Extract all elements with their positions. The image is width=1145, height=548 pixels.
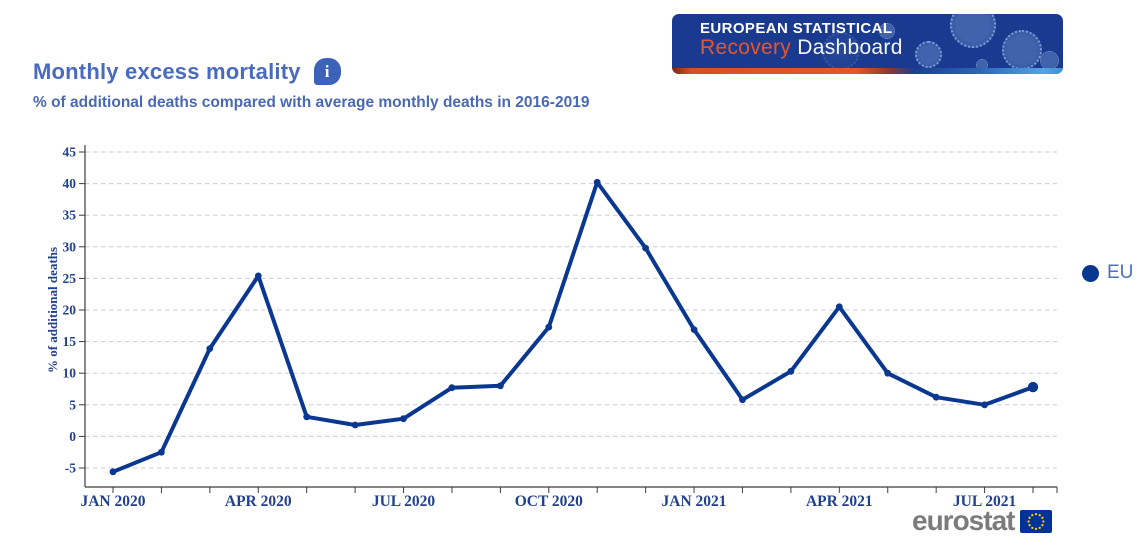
- x-tick-label: APR 2020: [225, 493, 292, 510]
- y-axis-title: % of additional deaths: [45, 247, 60, 373]
- info-icon[interactable]: i: [313, 58, 341, 85]
- y-tick-label: 10: [63, 366, 77, 381]
- data-point[interactable]: [206, 345, 214, 352]
- data-point[interactable]: [448, 384, 456, 392]
- data-point[interactable]: [690, 326, 698, 333]
- excess-mortality-chart: -5 0 5 10 15 20 25 30 35 40 45 JAN 2020 APR 2020 JUL …: [45, 145, 1058, 510]
- data-point[interactable]: [303, 413, 311, 421]
- virus-icon: [879, 23, 895, 39]
- banner-recovery: Recovery: [700, 35, 792, 59]
- data-point[interactable]: [254, 272, 262, 280]
- data-point[interactable]: [739, 396, 746, 404]
- series-line-eu: [111, 180, 1035, 474]
- header: Monthly excess mortality i: [33, 58, 341, 85]
- y-tick-label: 45: [63, 145, 77, 160]
- data-point[interactable]: [1027, 381, 1039, 393]
- banner-gradient-strip: [672, 68, 1063, 74]
- x-tick-label: OCT 2020: [515, 493, 583, 510]
- eurostat-logo[interactable]: eurostat: [912, 505, 1053, 537]
- x-tick-label: APR 2021: [806, 493, 873, 510]
- data-point[interactable]: [351, 421, 359, 429]
- virus-icon: [1002, 30, 1042, 70]
- y-tick-label: 15: [63, 334, 77, 349]
- y-tick-label: 40: [63, 176, 77, 191]
- virus-icon: [822, 32, 860, 70]
- y-tick-label: 35: [63, 208, 77, 223]
- legend-marker-icon: [1082, 264, 1099, 282]
- y-tick-label: 25: [63, 271, 77, 286]
- banner-line2: Recovery Dashboard: [700, 35, 903, 59]
- data-point[interactable]: [400, 415, 407, 423]
- banner-text: EUROPEAN STATISTICAL Recovery Dashboard: [700, 21, 903, 59]
- legend-label: EU: [1107, 262, 1134, 283]
- data-point[interactable]: [835, 303, 843, 311]
- data-point[interactable]: [109, 468, 117, 476]
- y-tick-label: 20: [63, 303, 77, 318]
- y-tick-label: 30: [63, 239, 77, 254]
- y-tick-label: -5: [65, 461, 76, 476]
- x-tick-label: JAN 2021: [662, 493, 727, 510]
- banner-line1: EUROPEAN STATISTICAL: [700, 20, 893, 37]
- page-title: Monthly excess mortality: [33, 58, 301, 84]
- x-tick-label: JUL 2021: [953, 493, 1016, 510]
- y-tick-label: 0: [69, 429, 76, 444]
- data-point[interactable]: [158, 448, 165, 456]
- legend-item-eu[interactable]: EU: [1082, 262, 1133, 284]
- virus-icon: [915, 41, 942, 68]
- data-point[interactable]: [497, 382, 504, 390]
- data-point[interactable]: [593, 178, 601, 186]
- data-point[interactable]: [981, 401, 988, 409]
- data-point[interactable]: [642, 244, 649, 252]
- data-point[interactable]: [545, 323, 553, 331]
- banner-dashboard: Dashboard: [797, 35, 903, 59]
- data-point[interactable]: [884, 369, 892, 377]
- eurostat-wordmark: eurostat: [912, 505, 1015, 536]
- x-tick-label: JAN 2020: [80, 493, 145, 510]
- recovery-dashboard-banner[interactable]: EUROPEAN STATISTICAL Recovery Dashboard: [672, 14, 1063, 74]
- data-point[interactable]: [787, 367, 795, 375]
- y-tick-label: 5: [69, 397, 76, 412]
- eu-flag-icon: [1020, 509, 1053, 533]
- x-tick-label: JUL 2020: [372, 493, 436, 510]
- data-point[interactable]: [932, 393, 940, 401]
- chart-subtitle: % of additional deaths compared with ave…: [33, 94, 590, 111]
- virus-icon: [950, 14, 996, 48]
